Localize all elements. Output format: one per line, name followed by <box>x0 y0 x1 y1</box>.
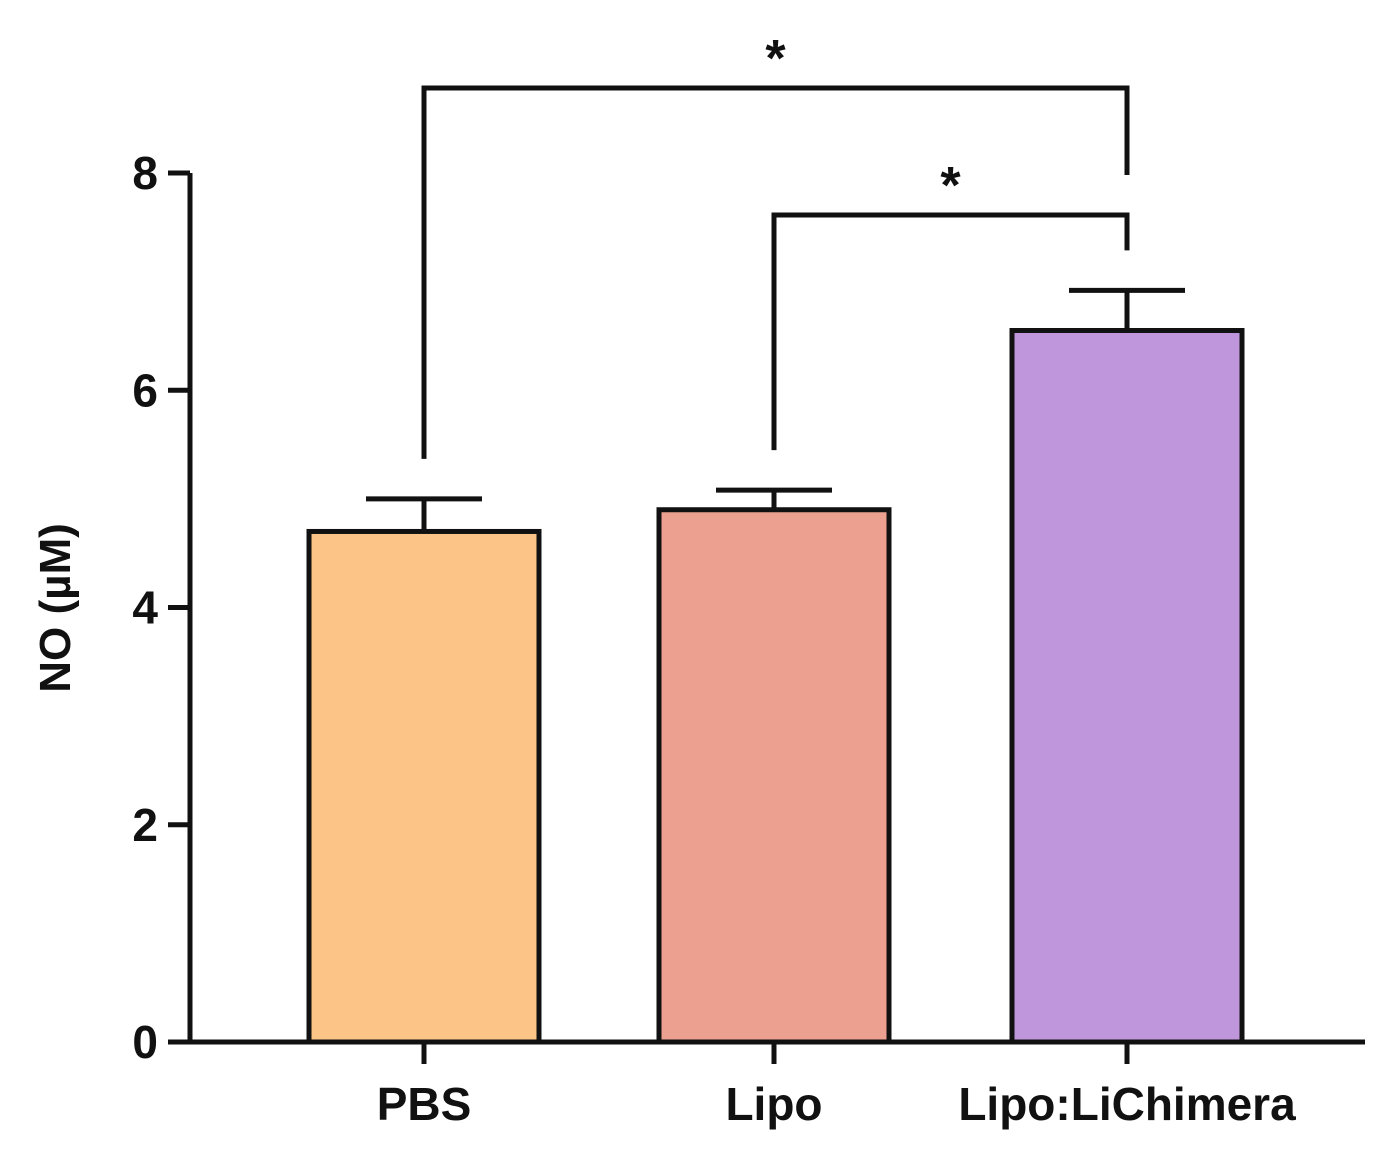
significance-bracket <box>771 212 1130 451</box>
y-axis-title: NO (µM) <box>31 523 80 693</box>
y-tick-label: 6 <box>132 364 158 416</box>
y-tick-label: 0 <box>132 1016 158 1068</box>
significance-bracket <box>421 85 1130 459</box>
bar-lipo <box>656 507 892 1045</box>
x-category-label: Lipo:LiChimera <box>958 1078 1296 1130</box>
x-category-label: PBS <box>377 1078 472 1130</box>
error-bars <box>366 287 1185 532</box>
significance-label: * <box>765 30 786 88</box>
x-category-label: Lipo <box>725 1078 822 1130</box>
y-tick-label: 8 <box>132 147 158 199</box>
significance-label: * <box>940 157 961 215</box>
bar-lipo-lichimera <box>1009 328 1245 1045</box>
y-axis: 0 2 4 6 8 <box>132 147 193 1068</box>
significance-brackets: ** <box>421 30 1130 459</box>
y-tick-label: 4 <box>132 582 158 634</box>
bar-pbs <box>306 528 542 1045</box>
x-axis: PBS Lipo Lipo:LiChimera <box>188 1039 1365 1130</box>
y-tick-label: 2 <box>132 799 158 851</box>
